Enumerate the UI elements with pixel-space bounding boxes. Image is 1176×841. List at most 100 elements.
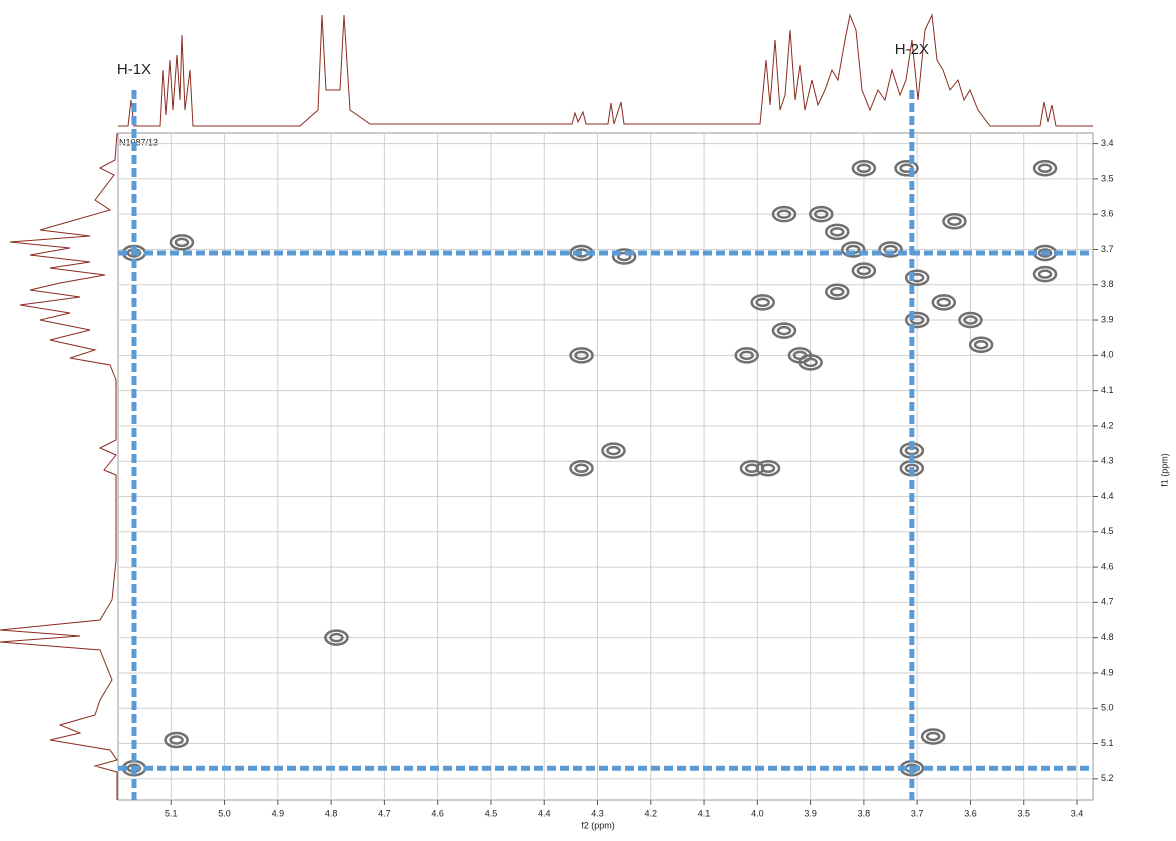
x-axis-title: f2 (ppm) <box>581 820 615 830</box>
x-tick-label: 5.1 <box>165 808 178 818</box>
contour <box>920 728 946 745</box>
x-tick-label: 4.2 <box>645 808 658 818</box>
contour <box>904 269 930 286</box>
y-tick-label: 3.8 <box>1101 279 1114 289</box>
contour <box>1032 265 1058 283</box>
contour <box>1037 248 1053 258</box>
cross-peak <box>825 223 850 241</box>
cross-peak <box>968 336 994 353</box>
cross-peak <box>851 262 877 279</box>
contour <box>909 315 925 325</box>
y-tick-label: 4.5 <box>1101 526 1114 536</box>
cross-peak <box>734 347 759 364</box>
contour <box>601 442 626 459</box>
cross-peak <box>809 205 834 223</box>
contour <box>931 294 957 311</box>
contour <box>329 632 344 643</box>
y-tick-label: 5.2 <box>1101 773 1114 783</box>
x-tick-label: 3.8 <box>858 808 871 818</box>
contour <box>1037 269 1053 279</box>
cross-peak <box>1032 160 1058 177</box>
left-projection <box>0 132 118 800</box>
y-tick-label: 4.0 <box>1101 350 1114 360</box>
cross-peak <box>771 322 797 339</box>
y-tick-label: 4.2 <box>1101 420 1114 430</box>
contour <box>1037 163 1053 174</box>
contour <box>734 347 759 364</box>
contour <box>894 160 919 177</box>
cross-peak <box>920 728 946 745</box>
x-tick-label: 4.4 <box>538 808 551 818</box>
contour <box>569 460 594 477</box>
x-tick-label: 4.7 <box>378 808 391 818</box>
top-projection <box>118 13 1093 127</box>
y-tick-label: 5.0 <box>1101 703 1114 713</box>
contour <box>973 339 989 350</box>
contour <box>947 216 962 226</box>
contour <box>750 294 775 311</box>
contour <box>942 212 967 230</box>
cross-peak <box>169 234 195 251</box>
contour <box>814 209 829 219</box>
y-tick-label: 3.4 <box>1101 138 1114 148</box>
contour <box>936 297 952 308</box>
cross-peak <box>851 160 877 177</box>
cross-peak <box>164 731 189 749</box>
x-tick-label: 4.8 <box>325 808 338 818</box>
contour <box>851 262 877 279</box>
cross-peak <box>798 354 823 371</box>
y-tick-label: 3.6 <box>1101 209 1114 219</box>
cross-peak <box>750 294 775 311</box>
contour <box>574 463 589 474</box>
contour <box>755 460 781 477</box>
x-tick-label: 3.9 <box>804 808 817 818</box>
contour <box>616 251 632 262</box>
contour <box>856 163 872 174</box>
x-tick-label: 3.5 <box>1017 808 1030 818</box>
cross-peak <box>1032 265 1058 283</box>
contour <box>925 731 941 742</box>
contour <box>739 350 754 361</box>
y-tick-label: 4.8 <box>1101 632 1114 642</box>
contour <box>825 223 850 241</box>
y-axis-title: f1 (ppm) <box>1159 453 1169 487</box>
y-tick-label: 4.9 <box>1101 667 1114 677</box>
contour <box>830 287 845 297</box>
contour <box>840 241 866 258</box>
cross-peak <box>904 311 930 329</box>
contour <box>851 160 877 177</box>
guide-label: H-1X <box>117 61 151 78</box>
contour <box>755 297 770 308</box>
cross-peak <box>569 347 594 364</box>
contour <box>825 283 850 301</box>
y-tick-label: 4.6 <box>1101 561 1114 571</box>
contour <box>776 209 792 219</box>
contour <box>958 311 983 329</box>
contour <box>611 248 637 265</box>
y-tick-label: 4.1 <box>1101 385 1114 395</box>
contour <box>830 227 845 237</box>
cross-peak <box>324 629 349 646</box>
cross-peak <box>569 460 594 477</box>
cross-peak <box>771 205 797 223</box>
sample-label: N1087/13 <box>119 137 158 147</box>
contour <box>904 311 930 329</box>
x-tick-label: 5.0 <box>218 808 231 818</box>
contour <box>606 445 621 456</box>
x-tick-label: 4.9 <box>272 808 285 818</box>
cross-peak <box>958 311 983 329</box>
x-tick-label: 4.0 <box>751 808 764 818</box>
contour <box>324 629 349 646</box>
y-tick-label: 4.3 <box>1101 456 1114 466</box>
cross-peak <box>601 442 626 459</box>
contour <box>174 237 190 248</box>
contour <box>878 241 903 258</box>
y-tick-label: 3.7 <box>1101 244 1114 254</box>
contour <box>809 205 834 223</box>
contour <box>771 205 797 223</box>
contour <box>771 322 797 339</box>
guide-label: H-2X <box>895 41 929 58</box>
contour <box>856 265 872 276</box>
cross-peak <box>942 212 967 230</box>
cross-peak <box>931 294 957 311</box>
